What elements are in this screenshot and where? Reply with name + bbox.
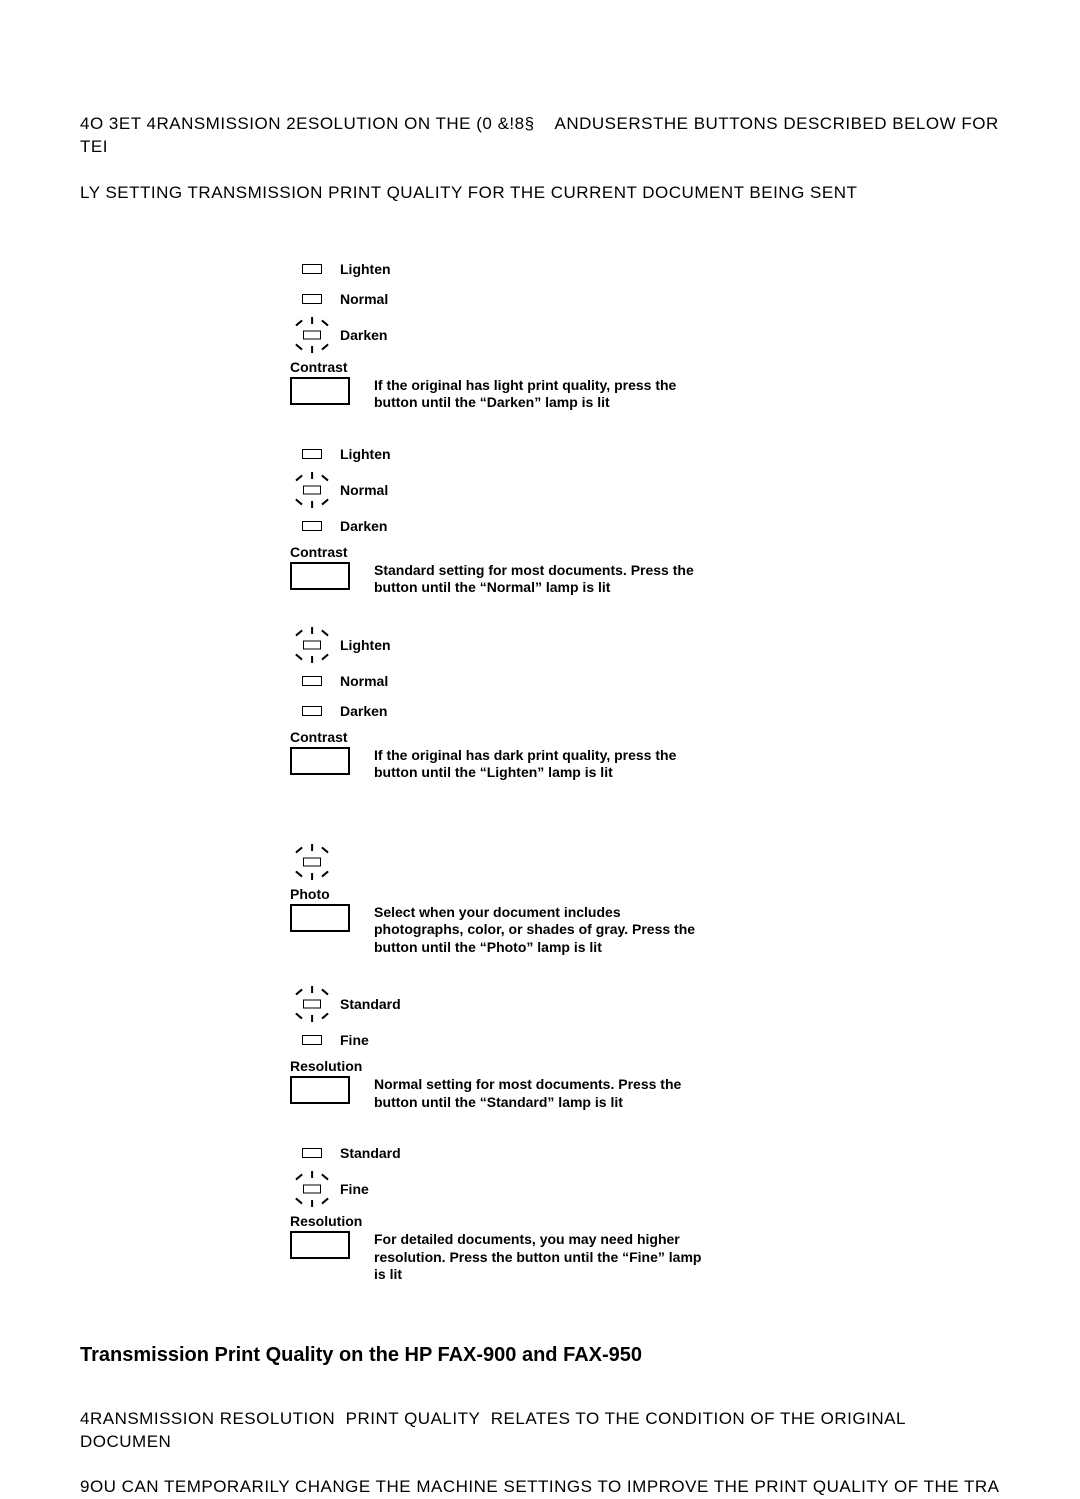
setting-group: Lighten Normal Darken Contrast If the origin… <box>290 625 850 782</box>
button-title: Resolution <box>290 1058 850 1074</box>
setting-group: Photo Select when your document includes … <box>290 842 850 957</box>
setting-description: Normal setting for most documents. Press… <box>374 1076 704 1111</box>
lamp-label: Lighten <box>340 446 391 462</box>
lamp-label: Standard <box>340 996 401 1012</box>
lamp-off-icon <box>302 1035 322 1045</box>
button-title: Contrast <box>290 359 850 375</box>
lamp-indicator <box>290 1148 334 1158</box>
lamp-on-icon <box>294 844 330 880</box>
intro-line-2: LY SETTING TRANSMISSION PRINT QUALITY FO… <box>80 183 857 202</box>
button-row: If the original has light print quality,… <box>290 377 850 412</box>
lamp-indicator <box>290 676 334 686</box>
lamp-indicator <box>290 317 334 353</box>
button-title: Photo <box>290 886 850 902</box>
setting-group: Standard Fine Resolution Normal setting for… <box>290 984 850 1111</box>
lamp-off-icon <box>302 294 322 304</box>
lamp-row <box>290 842 850 882</box>
button-title: Contrast <box>290 729 850 745</box>
intro-line-1: 4O 3ET 4RANSMISSION 2ESOLUTION ON THE (0… <box>80 114 999 156</box>
button-title: Contrast <box>290 544 850 560</box>
lamp-row: Normal <box>290 470 850 510</box>
lamp-label: Standard <box>340 1145 401 1161</box>
panel-button-icon <box>290 1231 350 1259</box>
lamp-indicator <box>290 449 334 459</box>
lamp-indicator <box>290 627 334 663</box>
lamp-row: Normal <box>290 667 850 695</box>
lamp-row: Darken <box>290 512 850 540</box>
setting-group: Lighten Normal Darken Contrast Standard sett… <box>290 440 850 597</box>
lamp-on-icon <box>294 317 330 353</box>
body-text: 4RANSMISSION RESOLUTION PRINT QUALITY RE… <box>80 1385 1000 1499</box>
setting-description: For detailed documents, you may need hig… <box>374 1231 704 1284</box>
lamp-indicator <box>290 986 334 1022</box>
lamp-indicator <box>290 1035 334 1045</box>
intro-text: 4O 3ET 4RANSMISSION 2ESOLUTION ON THE (0… <box>80 90 1000 205</box>
lamp-label: Darken <box>340 518 387 534</box>
lamp-label: Lighten <box>340 637 391 653</box>
setting-description: If the original has dark print quality, … <box>374 747 704 782</box>
button-row: Select when your document includes photo… <box>290 904 850 957</box>
button-row: Standard setting for most documents. Pre… <box>290 562 850 597</box>
lamp-row: Fine <box>290 1026 850 1054</box>
lamp-on-icon <box>294 472 330 508</box>
panel-button-icon <box>290 1076 350 1104</box>
body-line-1: 4RANSMISSION RESOLUTION PRINT QUALITY RE… <box>80 1409 905 1451</box>
setting-description: If the original has light print quality,… <box>374 377 704 412</box>
lamp-indicator <box>290 521 334 531</box>
lamp-row: Darken <box>290 697 850 725</box>
setting-group: Lighten Normal Darken Contrast If the origin… <box>290 255 850 412</box>
lamp-indicator <box>290 1171 334 1207</box>
panel-button-icon <box>290 747 350 775</box>
lamp-off-icon <box>302 706 322 716</box>
lamp-label: Fine <box>340 1181 369 1197</box>
lamp-label: Darken <box>340 327 387 343</box>
lamp-off-icon <box>302 1148 322 1158</box>
lamp-off-icon <box>302 449 322 459</box>
settings-diagram: Lighten Normal Darken Contrast If the origin… <box>290 255 850 1284</box>
panel-button-icon <box>290 904 350 932</box>
body-line-2: 9OU CAN TEMPORARILY CHANGE THE MACHINE S… <box>80 1477 999 1496</box>
lamp-row: Lighten <box>290 625 850 665</box>
lamp-label: Lighten <box>340 261 391 277</box>
lamp-indicator <box>290 706 334 716</box>
lamp-label: Darken <box>340 703 387 719</box>
lamp-row: Lighten <box>290 255 850 283</box>
panel-button-icon <box>290 562 350 590</box>
section-heading: Transmission Print Quality on the HP FAX… <box>80 1344 1000 1367</box>
setting-description: Select when your document includes photo… <box>374 904 704 957</box>
panel-button-icon <box>290 377 350 405</box>
lamp-label: Fine <box>340 1032 369 1048</box>
lamp-indicator <box>290 472 334 508</box>
lamp-off-icon <box>302 521 322 531</box>
lamp-on-icon <box>294 627 330 663</box>
lamp-row: Standard <box>290 1139 850 1167</box>
lamp-on-icon <box>294 986 330 1022</box>
lamp-row: Fine <box>290 1169 850 1209</box>
lamp-row: Lighten <box>290 440 850 468</box>
lamp-label: Normal <box>340 291 388 307</box>
lamp-row: Normal <box>290 285 850 313</box>
button-row: If the original has dark print quality, … <box>290 747 850 782</box>
lamp-row: Standard <box>290 984 850 1024</box>
lamp-off-icon <box>302 264 322 274</box>
button-row: For detailed documents, you may need hig… <box>290 1231 850 1284</box>
lamp-on-icon <box>294 1171 330 1207</box>
button-title: Resolution <box>290 1213 850 1229</box>
lamp-row: Darken <box>290 315 850 355</box>
button-row: Normal setting for most documents. Press… <box>290 1076 850 1111</box>
lamp-indicator <box>290 844 334 880</box>
lamp-indicator <box>290 264 334 274</box>
lamp-label: Normal <box>340 482 388 498</box>
lamp-label: Normal <box>340 673 388 689</box>
lamp-off-icon <box>302 676 322 686</box>
lamp-indicator <box>290 294 334 304</box>
setting-description: Standard setting for most documents. Pre… <box>374 562 704 597</box>
setting-group: Standard Fine Resolution For detailed docum… <box>290 1139 850 1284</box>
